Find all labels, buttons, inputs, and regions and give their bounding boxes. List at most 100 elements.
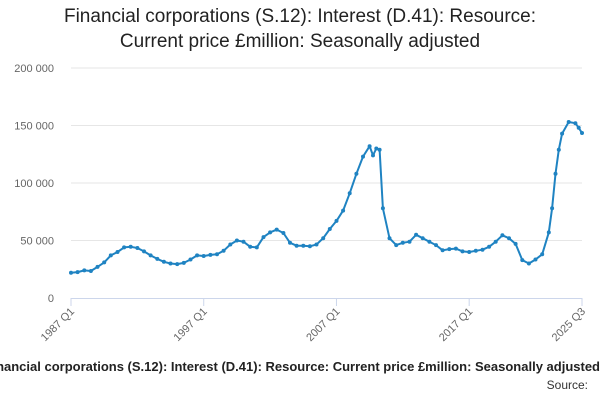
data-point[interactable]: [142, 249, 146, 254]
data-point[interactable]: [234, 238, 239, 243]
data-point[interactable]: [122, 245, 127, 250]
data-point[interactable]: [420, 236, 425, 241]
data-point[interactable]: [307, 244, 312, 249]
data-point[interactable]: [447, 247, 452, 252]
data-point[interactable]: [161, 259, 166, 264]
data-point[interactable]: [493, 239, 498, 244]
data-point[interactable]: [576, 125, 581, 130]
data-point[interactable]: [546, 230, 551, 235]
data-point[interactable]: [88, 269, 93, 273]
data-point[interactable]: [550, 206, 555, 211]
data-point[interactable]: [327, 227, 332, 231]
data-point[interactable]: [473, 248, 478, 253]
data-point[interactable]: [261, 235, 266, 240]
data-point[interactable]: [354, 171, 359, 176]
data-point[interactable]: [102, 260, 107, 265]
legend-caption-text: Financial corporations (S.12): Interest …: [0, 359, 600, 374]
data-point[interactable]: [400, 240, 405, 245]
y-tick-label: 200 000: [14, 63, 54, 75]
data-point[interactable]: [274, 227, 279, 232]
data-point[interactable]: [361, 154, 365, 159]
data-point[interactable]: [268, 230, 273, 235]
chart-title: Financial corporations (S.12): Interest …: [0, 4, 600, 54]
series-path: [70, 121, 583, 274]
data-point[interactable]: [371, 153, 375, 158]
data-point[interactable]: [201, 254, 206, 258]
data-point[interactable]: [168, 261, 173, 266]
legend-caption: Financial corporations (S.12): Interest …: [0, 359, 600, 379]
data-point[interactable]: [248, 244, 253, 249]
data-point[interactable]: [254, 245, 259, 250]
gridlines: [71, 67, 582, 241]
data-point[interactable]: [507, 236, 511, 241]
data-point[interactable]: [427, 239, 432, 244]
data-point[interactable]: [281, 231, 286, 235]
data-point[interactable]: [175, 262, 180, 267]
data-point[interactable]: [414, 232, 419, 237]
data-point[interactable]: [556, 147, 561, 152]
data-point[interactable]: [95, 264, 100, 269]
data-point[interactable]: [155, 256, 160, 261]
data-point[interactable]: [480, 247, 485, 252]
data-point[interactable]: [215, 252, 219, 257]
data-point[interactable]: [148, 253, 153, 258]
data-point[interactable]: [434, 243, 438, 248]
data-point[interactable]: [487, 244, 492, 249]
data-point[interactable]: [334, 218, 339, 223]
data-point[interactable]: [301, 243, 306, 248]
data-point[interactable]: [513, 241, 518, 246]
data-point[interactable]: [228, 242, 233, 247]
data-point[interactable]: [135, 246, 140, 250]
data-point[interactable]: [380, 206, 385, 211]
data-point[interactable]: [566, 120, 571, 124]
data-point[interactable]: [374, 146, 379, 151]
data-point[interactable]: [460, 249, 465, 254]
series-line: [70, 121, 583, 274]
data-point[interactable]: [294, 243, 299, 248]
x-tick-label: 1987 Q1: [39, 306, 77, 344]
data-point[interactable]: [341, 208, 346, 213]
y-axis: 0 50 000 100 000 150 000 200 000: [14, 63, 54, 305]
data-point[interactable]: [82, 268, 87, 273]
data-point[interactable]: [115, 250, 120, 254]
y-tick-label: 150 000: [14, 121, 54, 133]
data-point[interactable]: [321, 236, 326, 241]
chart-title-line-2: Current price £million: Seasonally adjus…: [119, 31, 481, 52]
data-point[interactable]: [580, 131, 584, 135]
data-point[interactable]: [453, 246, 458, 251]
data-point[interactable]: [520, 258, 525, 263]
data-point[interactable]: [128, 244, 133, 249]
data-point[interactable]: [188, 257, 193, 262]
data-point[interactable]: [69, 270, 73, 275]
data-point[interactable]: [314, 242, 319, 247]
source-label: Source:: [546, 378, 588, 392]
data-point[interactable]: [241, 239, 246, 244]
data-point[interactable]: [553, 171, 558, 176]
data-point[interactable]: [573, 121, 578, 126]
data-point[interactable]: [394, 243, 399, 248]
data-point[interactable]: [407, 239, 412, 244]
data-point[interactable]: [533, 257, 538, 262]
data-point[interactable]: [440, 248, 445, 253]
data-point[interactable]: [347, 191, 352, 196]
data-point[interactable]: [108, 253, 113, 258]
data-point[interactable]: [387, 236, 392, 241]
data-point[interactable]: [560, 131, 565, 136]
data-point[interactable]: [526, 261, 531, 266]
y-tick-label: 100 000: [14, 178, 54, 190]
data-point[interactable]: [540, 252, 545, 257]
data-point[interactable]: [367, 144, 372, 149]
data-point[interactable]: [288, 240, 292, 245]
y-tick-label: 50 000: [20, 236, 54, 248]
x-tick-label: 2007 Q1: [304, 306, 342, 344]
data-point[interactable]: [377, 147, 382, 152]
data-point[interactable]: [467, 250, 472, 254]
data-point[interactable]: [208, 252, 213, 257]
data-point[interactable]: [221, 248, 226, 253]
data-point[interactable]: [181, 260, 186, 265]
data-point[interactable]: [500, 233, 505, 238]
data-point[interactable]: [75, 270, 80, 275]
series-markers: [69, 120, 584, 275]
data-point[interactable]: [195, 253, 200, 258]
